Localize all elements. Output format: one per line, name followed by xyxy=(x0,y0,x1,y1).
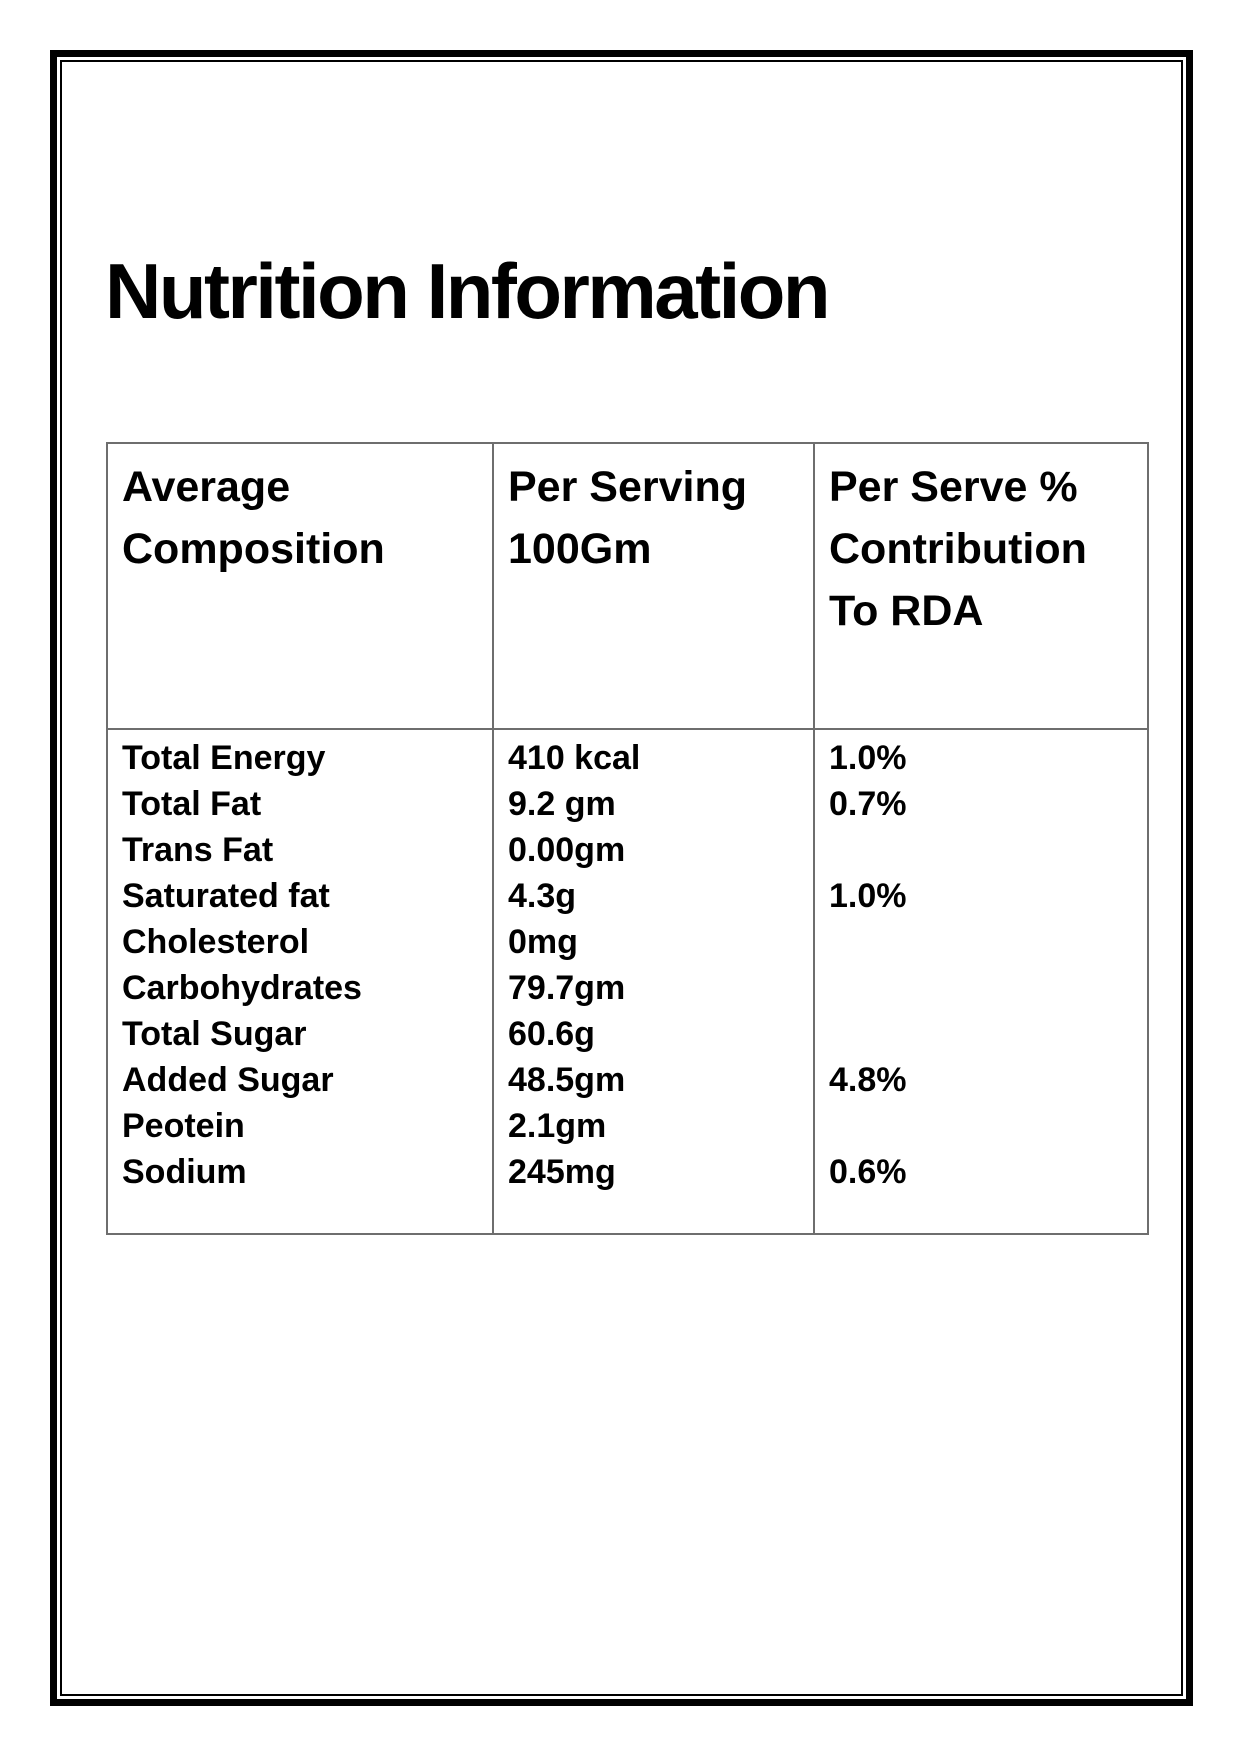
nutrient-label: Total Sugar xyxy=(122,1015,307,1053)
nutrient-label: Total Fat xyxy=(122,785,262,823)
per-serving-value: 48.5gm xyxy=(508,1061,626,1099)
nutrient-label: Cholesterol xyxy=(122,923,310,961)
rda-value: 1.0% xyxy=(829,877,907,915)
header-row: Average Composition Per Serving 100Gm Pe… xyxy=(106,442,1149,730)
per-serving-value: 9.2 gm xyxy=(508,785,616,823)
nutrient-label: Sodium xyxy=(122,1153,247,1191)
per-serving-value: 0mg xyxy=(508,923,578,961)
rda-value: 4.8% xyxy=(829,1061,907,1099)
per-serving-value: 410 kcal xyxy=(508,739,641,777)
nutrient-label: Peotein xyxy=(122,1107,245,1145)
nutrient-label: Added Sugar xyxy=(122,1061,334,1099)
per-serving-column: 410 kcal 9.2 gm 0.00gm 4.3g 0mg 79.7gm 6… xyxy=(492,728,815,1235)
rda-value xyxy=(829,1103,1137,1149)
per-serving-value: 0.00gm xyxy=(508,831,626,869)
rda-value xyxy=(829,919,1137,965)
nutrition-table: Average Composition Per Serving 100Gm Pe… xyxy=(106,442,1149,1235)
per-serving-value: 2.1gm xyxy=(508,1107,607,1145)
nutrient-column: Total Energy Total Fat Trans Fat Saturat… xyxy=(106,728,494,1235)
rda-value: 0.7% xyxy=(829,785,907,823)
rda-value xyxy=(829,1011,1137,1057)
per-serving-value: 4.3g xyxy=(508,877,577,915)
rda-value: 0.6% xyxy=(829,1153,907,1191)
body-row: Total Energy Total Fat Trans Fat Saturat… xyxy=(106,728,1149,1235)
rda-value xyxy=(829,965,1137,1011)
column-header-rda-contribution: Per Serve % Contribution To RDA xyxy=(813,442,1149,730)
rda-column: 1.0% 0.7% 1.0% 4.8% 0.6% xyxy=(813,728,1149,1235)
nutrient-label: Carbohydrates xyxy=(122,969,362,1007)
column-header-per-serving: Per Serving 100Gm xyxy=(492,442,815,730)
nutrient-label: Saturated fat xyxy=(122,877,330,915)
per-serving-value: 79.7gm xyxy=(508,969,626,1007)
rda-value xyxy=(829,827,1137,873)
nutrient-label: Total Energy xyxy=(122,739,326,777)
column-header-average-composition: Average Composition xyxy=(106,442,494,730)
per-serving-value: 245mg xyxy=(508,1153,616,1191)
per-serving-value: 60.6g xyxy=(508,1015,595,1053)
rda-value: 1.0% xyxy=(829,739,907,777)
page-title: Nutrition Information xyxy=(105,247,831,335)
nutrient-label: Trans Fat xyxy=(122,831,274,869)
